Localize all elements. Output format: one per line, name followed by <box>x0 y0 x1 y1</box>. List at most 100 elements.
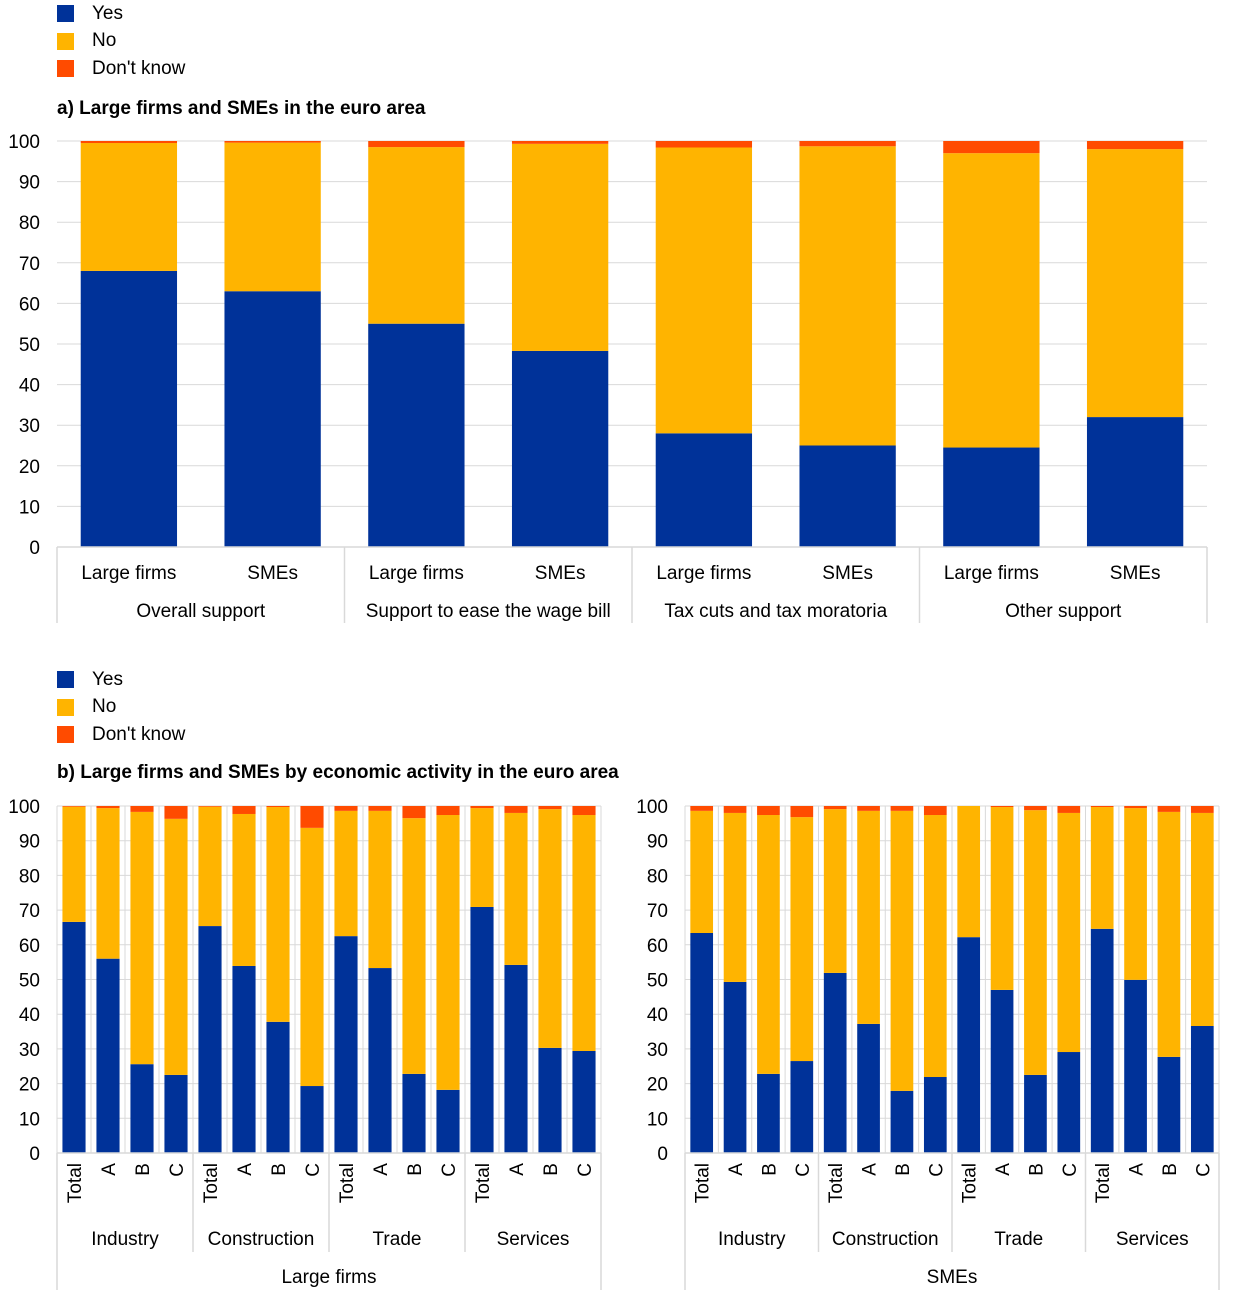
category-label: B <box>1026 1163 1047 1176</box>
bar-yes <box>511 350 609 547</box>
category-label: Total <box>337 1163 358 1203</box>
y-tick-label: 80 <box>19 866 40 887</box>
y-tick-label: 10 <box>647 1109 668 1130</box>
bar-no <box>823 809 847 973</box>
bar-no <box>923 815 947 1078</box>
bar-yes <box>957 937 981 1153</box>
bar-yes <box>368 323 465 547</box>
bar-no <box>943 153 1040 448</box>
bar-no <box>1190 812 1214 1026</box>
bar-don-t-know <box>368 806 392 811</box>
y-tick-label: 60 <box>19 936 40 957</box>
bar-yes <box>857 1023 880 1153</box>
bar-no <box>1090 807 1114 929</box>
bar-yes <box>1024 1074 1047 1153</box>
category-label: B <box>541 1163 562 1176</box>
bar-yes <box>890 1090 914 1153</box>
bar-don-t-know <box>232 806 256 814</box>
bar-don-t-know <box>757 806 780 816</box>
category-label: Total <box>473 1163 494 1203</box>
bar-don-t-know <box>655 141 753 148</box>
bar-no <box>266 807 290 1022</box>
category-label: C <box>1193 1163 1214 1177</box>
bar-don-t-know <box>266 806 290 808</box>
y-tick-label: 50 <box>19 335 40 356</box>
y-tick-label: 80 <box>647 866 668 887</box>
bar-yes <box>470 906 494 1153</box>
bar-yes <box>164 1074 188 1153</box>
bar-yes <box>538 1047 562 1153</box>
bar-yes <box>198 926 222 1153</box>
category-label: C <box>926 1163 947 1177</box>
bar-no <box>790 817 814 1062</box>
bar-yes <box>723 981 747 1153</box>
bar-no <box>723 812 747 982</box>
bar-yes <box>96 958 120 1153</box>
bar-don-t-know <box>504 806 528 813</box>
category-label: B <box>405 1163 426 1176</box>
y-tick-label: 40 <box>19 1005 40 1026</box>
category-label: C <box>575 1163 596 1177</box>
y-tick-label: 100 <box>636 797 668 818</box>
y-tick-label: 0 <box>29 1144 40 1165</box>
bar-no <box>436 815 460 1090</box>
bar-no <box>799 146 896 446</box>
category-label: A <box>507 1163 528 1176</box>
bar-no <box>62 806 86 922</box>
bar-yes <box>990 989 1014 1153</box>
bar-don-t-know <box>436 806 460 816</box>
bar-don-t-know <box>224 141 321 143</box>
bar-don-t-know <box>890 806 914 811</box>
category-label: Total <box>201 1163 222 1203</box>
category-label: Large firms <box>944 563 1039 584</box>
bar-don-t-know <box>198 806 222 807</box>
bar-no <box>1124 808 1147 980</box>
y-tick-label: 100 <box>8 797 40 818</box>
category-label: B <box>1160 1163 1181 1176</box>
bar-don-t-know <box>130 806 154 812</box>
y-tick-label: 90 <box>19 832 40 853</box>
bar-no <box>504 812 528 965</box>
panel-label: Large firms <box>281 1267 376 1288</box>
category-label: A <box>99 1163 120 1176</box>
legend-swatch-dont-know <box>57 726 74 744</box>
bar-no <box>1024 810 1047 1075</box>
y-tick-label: 90 <box>647 832 668 853</box>
legend-item-yes: Yes <box>57 666 185 694</box>
y-tick-label: 40 <box>647 1005 668 1026</box>
bar-yes <box>232 965 256 1153</box>
y-tick-label: 100 <box>8 132 40 153</box>
y-tick-label: 30 <box>647 1040 668 1061</box>
category-label: B <box>893 1163 914 1176</box>
bar-don-t-know <box>572 806 596 816</box>
bar-no <box>957 806 981 938</box>
bar-don-t-know <box>799 141 896 147</box>
group-label: Overall support <box>136 601 266 622</box>
category-label: Total <box>693 1163 714 1203</box>
bar-no <box>470 808 494 907</box>
group-label: Industry <box>91 1229 159 1250</box>
bar-no <box>990 807 1014 990</box>
category-label: SMEs <box>822 563 873 584</box>
category-label: SMEs <box>535 563 586 584</box>
bar-yes <box>790 1061 814 1153</box>
y-tick-label: 80 <box>19 213 40 234</box>
legend-item-dont-know: Don't know <box>57 721 185 749</box>
bar-don-t-know <box>334 806 358 811</box>
bar-yes <box>823 972 847 1153</box>
bar-yes <box>757 1073 780 1153</box>
bar-yes <box>504 964 528 1153</box>
legend-item-no: No <box>57 28 185 56</box>
bar-no <box>224 142 321 292</box>
bar-no <box>368 810 392 969</box>
category-label: A <box>235 1163 256 1176</box>
bar-no <box>690 810 714 934</box>
bar-yes <box>62 921 86 1153</box>
bar-don-t-know <box>80 141 178 144</box>
category-label: A <box>993 1163 1014 1176</box>
bar-no <box>96 808 120 959</box>
bar-yes <box>1157 1056 1181 1153</box>
group-label: Tax cuts and tax moratoria <box>664 601 887 622</box>
legend-label: Don't know <box>92 723 186 745</box>
